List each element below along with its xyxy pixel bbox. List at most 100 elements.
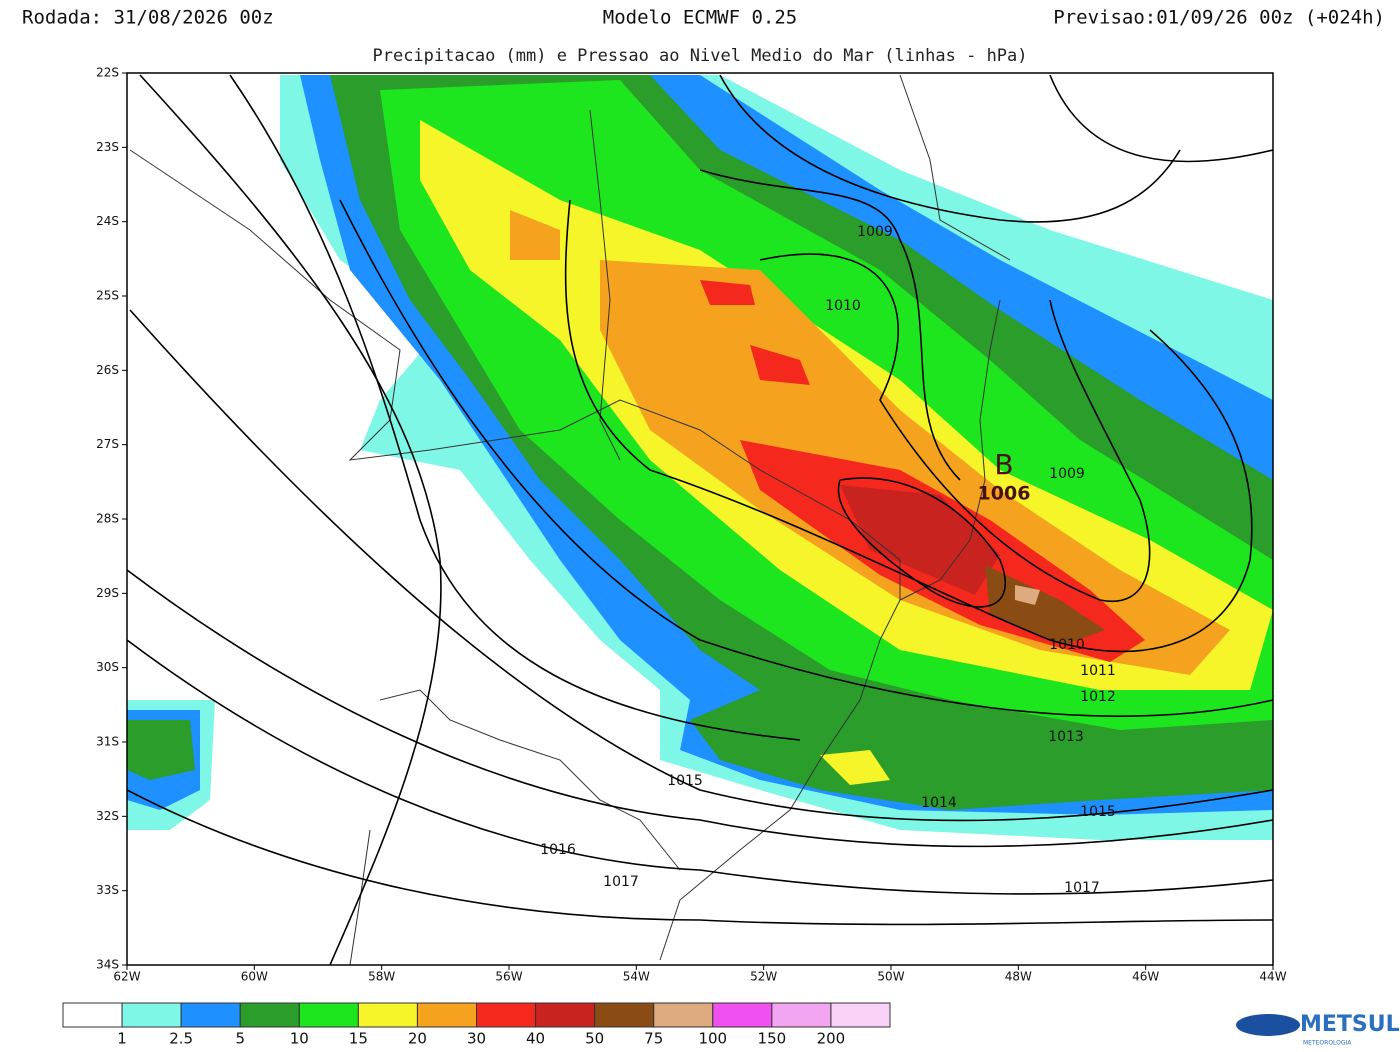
colorbar-label: 150: [758, 1030, 787, 1048]
isobar: [699, 169, 961, 481]
precip-area: [1015, 585, 1040, 605]
isobar: [1049, 74, 1273, 163]
lat-label: 33S: [96, 883, 119, 897]
lat-label: 31S: [96, 735, 119, 749]
forecast-time: Previsao:01/09/26 00z (+024h): [1053, 7, 1385, 29]
colorbar-swatch: [121, 1002, 182, 1028]
isobar: [229, 74, 801, 741]
map-subtitle: Precipitacao (mm) e Pressao ao Nivel Med…: [372, 46, 1027, 66]
border-line: [589, 109, 621, 461]
map-area: 1009 1010 1009 1010 1011 1012 1013 1015 1014 1015…: [127, 74, 1273, 965]
colorbar-swatch: [416, 1002, 477, 1028]
isobar-label: 1015: [1080, 804, 1116, 820]
low-symbol: B: [994, 448, 1013, 481]
border-line: [899, 74, 1011, 261]
colorbar-swatch: [830, 1002, 891, 1028]
isobar: [129, 309, 1273, 822]
colorbar-label: 200: [817, 1030, 846, 1048]
lon-label: 54W: [623, 970, 650, 984]
colorbar-swatch: [594, 1002, 655, 1028]
lat-label: 25S: [96, 289, 119, 303]
precip-area: [510, 210, 560, 260]
lon-label: 56W: [495, 970, 522, 984]
colorbar-label: 100: [698, 1030, 727, 1048]
lat-label: 30S: [96, 660, 119, 674]
border-line: [379, 689, 681, 871]
colorbar-swatch: [357, 1002, 418, 1028]
precip-area: [127, 720, 195, 780]
border-line: [899, 299, 1001, 601]
logo-name: METSUL: [1300, 1012, 1400, 1037]
isobar-label: 1009: [857, 224, 893, 240]
isobar-label: 1010: [825, 298, 861, 314]
precip-area: [820, 750, 890, 785]
isobar-label: 1015: [667, 773, 703, 789]
colorbar-label: 40: [526, 1030, 545, 1048]
colorbar-label: 15: [349, 1030, 368, 1048]
isobar: [127, 789, 1273, 926]
lat-label: 23S: [96, 140, 119, 154]
model-name: Modelo ECMWF 0.25: [603, 7, 797, 29]
low-pressure: 1006: [978, 483, 1031, 505]
logo-icon: [1236, 1014, 1300, 1036]
lon-label: 52W: [750, 970, 777, 984]
lon-label: 50W: [877, 970, 904, 984]
colorbar-swatch: [535, 1002, 596, 1028]
isobar-label: 1014: [921, 795, 957, 811]
isobar-label: 1011: [1080, 663, 1116, 679]
lat-label: 26S: [96, 363, 119, 377]
colorbar-swatch: [712, 1002, 773, 1028]
isobar: [719, 74, 1181, 223]
isobar: [127, 569, 1273, 848]
logo: METSUL METEOROLOGIA: [1236, 1012, 1400, 1047]
lat-label: 34S: [96, 958, 119, 972]
run-time: Rodada: 31/08/2026 00z: [22, 7, 274, 29]
lon-label: 58W: [368, 970, 395, 984]
isobar: [759, 253, 1151, 603]
colorbar-label: 20: [408, 1030, 427, 1048]
precip-area: [700, 280, 755, 305]
colorbar-label: 2.5: [169, 1030, 193, 1048]
isobar: [837, 477, 1006, 608]
isobar: [139, 74, 442, 965]
lat-label: 27S: [96, 437, 119, 451]
colorbar-swatch: [62, 1002, 123, 1028]
colorbar-swatch: [476, 1002, 537, 1028]
lon-label: 60W: [241, 970, 268, 984]
colorbar-label: 5: [235, 1030, 245, 1048]
logo-tagline: METEOROLOGIA: [1303, 1040, 1352, 1047]
lon-label: 44W: [1259, 970, 1286, 984]
colorbar-swatch: [298, 1002, 359, 1028]
isobar-label: 1016: [540, 842, 576, 858]
colorbar-label: 30: [467, 1030, 486, 1048]
isobar-label: 1012: [1080, 689, 1116, 705]
lat-label: 28S: [96, 512, 119, 526]
lat-label: 24S: [96, 214, 119, 228]
lon-label: 48W: [1005, 970, 1032, 984]
precip-area: [840, 485, 1000, 595]
isobar-label: 1010: [1049, 637, 1085, 653]
border-line: [129, 149, 901, 641]
isobar: [564, 199, 1253, 653]
border-line: [659, 639, 881, 961]
colorbar-swatch: [653, 1002, 714, 1028]
isobar-label: 1017: [1064, 880, 1100, 896]
precip-area: [750, 345, 810, 385]
colorbar-swatch: [180, 1002, 241, 1028]
isobar: [339, 199, 1273, 717]
colorbar-swatch: [239, 1002, 300, 1028]
isobar-label: 1017: [603, 874, 639, 890]
isobar-label: 1009: [1049, 466, 1085, 482]
lon-label: 62W: [113, 970, 140, 984]
isobar-label: 1013: [1048, 729, 1084, 745]
colorbar-label: 1: [117, 1030, 127, 1048]
border-line: [349, 829, 371, 965]
colorbar-label: 50: [585, 1030, 604, 1048]
colorbar-swatch: [771, 1002, 832, 1028]
lon-label: 46W: [1132, 970, 1159, 984]
isobar: [127, 639, 1273, 895]
colorbar-label: 10: [290, 1030, 309, 1048]
lat-label: 32S: [96, 809, 119, 823]
lat-label: 22S: [96, 66, 119, 80]
